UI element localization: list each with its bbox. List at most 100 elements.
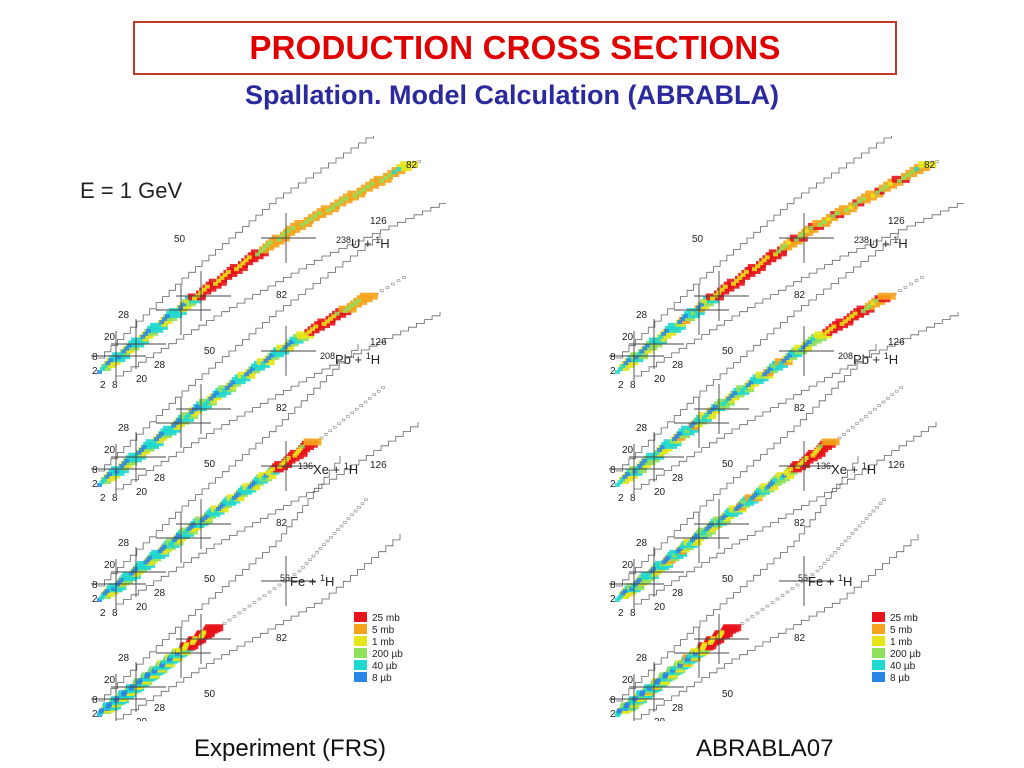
cross-section-cell-edge	[763, 487, 769, 491]
cross-section-cell-edge	[356, 190, 362, 195]
cross-section-cell-edge	[202, 402, 208, 406]
cross-section-cell-edge	[124, 346, 130, 351]
cross-section-cell-edge	[654, 450, 660, 455]
projectile-symbol: H	[380, 236, 389, 251]
cross-section-cell-edge	[690, 538, 696, 543]
magic-number-label: 2	[618, 493, 624, 504]
cross-section-cell	[303, 438, 322, 446]
cross-section-cell-edge	[649, 456, 655, 460]
magic-number-label: 2	[618, 380, 624, 391]
stable-isotope-mark	[877, 404, 881, 407]
cross-section-cell-edge	[143, 560, 149, 565]
cross-section-cell-edge	[365, 184, 371, 189]
cross-section-cell-edge	[161, 544, 167, 549]
cross-section-cell-edge	[272, 350, 277, 355]
cross-section-cell-edge	[615, 598, 620, 602]
stable-isotope-mark	[822, 562, 827, 565]
cross-section-cell-edge	[127, 573, 133, 578]
stable-isotope-mark	[242, 608, 247, 611]
stable-isotope-mark	[337, 422, 341, 425]
magic-number-label: 28	[672, 360, 684, 371]
stable-isotope-mark	[380, 289, 384, 292]
cross-section-cell-edge	[222, 388, 227, 393]
cross-section-cell-edge	[213, 509, 219, 514]
magic-number-label: 20	[622, 445, 634, 456]
cross-section-cell-edge	[848, 205, 854, 210]
cross-section-cell-edge	[642, 458, 648, 463]
cross-section-cell	[359, 292, 378, 300]
cross-section-cell-edge	[136, 450, 142, 455]
target-symbol: U +	[869, 236, 893, 251]
magic-number-label: 2	[100, 493, 106, 504]
cross-section-cell-edge	[114, 696, 120, 701]
stable-isotope-mark	[341, 418, 346, 422]
legend-swatch	[872, 648, 885, 658]
cross-section-cell-edge	[737, 275, 743, 280]
target-symbol: Pb +	[853, 352, 884, 367]
cross-section-cell-edge	[334, 311, 340, 316]
stable-isotope-mark	[859, 418, 864, 422]
cross-section-cell-edge	[99, 367, 105, 372]
cross-section-cell-edge	[701, 415, 707, 420]
cross-section-cell-edge	[770, 480, 776, 485]
cross-section-cell-edge	[712, 404, 718, 409]
drip-line-proton	[98, 344, 359, 587]
magic-number-label: 20	[136, 717, 148, 721]
magic-number-label: 82	[276, 518, 288, 529]
projectile-mass: 1	[838, 573, 843, 583]
cross-section-cell-edge	[754, 491, 760, 496]
magic-number-label: 50	[692, 234, 704, 245]
stable-isotope-mark	[875, 506, 879, 509]
cross-section-cell-edge	[121, 461, 127, 466]
cross-section-cell-edge	[686, 654, 692, 659]
cross-section-cell-edge	[883, 184, 889, 189]
cross-section-cell-edge	[281, 460, 287, 465]
cross-section-cell-edge	[759, 375, 765, 379]
cross-section-cell-edge	[183, 299, 189, 304]
stable-isotope-mark	[227, 618, 232, 622]
stable-isotope-mark	[886, 397, 890, 400]
target-symbol: Pb +	[335, 352, 366, 367]
cross-section-cell-edge	[690, 311, 696, 316]
magic-number-label: 126	[370, 337, 387, 348]
reaction-label: 208Pb + 1H	[320, 351, 380, 367]
cross-section-cell-edge	[180, 302, 186, 307]
cross-section-cell-edge	[736, 504, 742, 509]
cross-section-cell-edge	[720, 515, 726, 520]
cross-section-cell-edge	[663, 558, 669, 563]
stable-isotope-mark	[854, 528, 858, 531]
cross-section-cell-edge	[166, 429, 172, 433]
stable-isotope-mark	[304, 562, 309, 565]
cross-section-cell-edge	[131, 569, 137, 574]
legend-swatch	[354, 672, 367, 682]
cross-section-cell-edge	[129, 571, 135, 576]
stable-isotope-mark	[272, 587, 277, 590]
magic-number-label: 50	[722, 574, 734, 585]
cross-section-cell-edge	[134, 453, 140, 458]
cross-section-cell-edge	[290, 225, 296, 230]
projectile-mass: 1	[862, 461, 867, 471]
cross-section-cell-edge	[665, 555, 671, 560]
cross-section-cell-edge	[267, 469, 273, 474]
projectile-symbol: H	[898, 236, 907, 251]
cross-section-cell-edge	[214, 391, 220, 396]
cross-section-cell-edge	[799, 460, 805, 465]
cross-section-cell-edge	[734, 506, 740, 511]
cross-section-cell-edge	[313, 324, 319, 329]
cross-section-cell-edge	[310, 327, 316, 332]
stable-isotope-mark	[765, 604, 770, 608]
cross-section-cell-edge	[629, 586, 635, 591]
cross-section-cell-edge	[624, 702, 630, 707]
magic-number-label: 28	[118, 423, 130, 434]
stable-isotope-mark	[871, 509, 876, 513]
reaction-label: 208Pb + 1H	[838, 351, 898, 367]
stable-isotope-mark	[267, 590, 272, 594]
cross-section-cell-edge	[673, 551, 679, 556]
stable-isotope-mark	[247, 604, 252, 608]
cross-section-cell-edge	[140, 334, 146, 339]
stable-isotope-mark	[760, 608, 765, 611]
cross-section-cell-edge	[186, 526, 192, 531]
